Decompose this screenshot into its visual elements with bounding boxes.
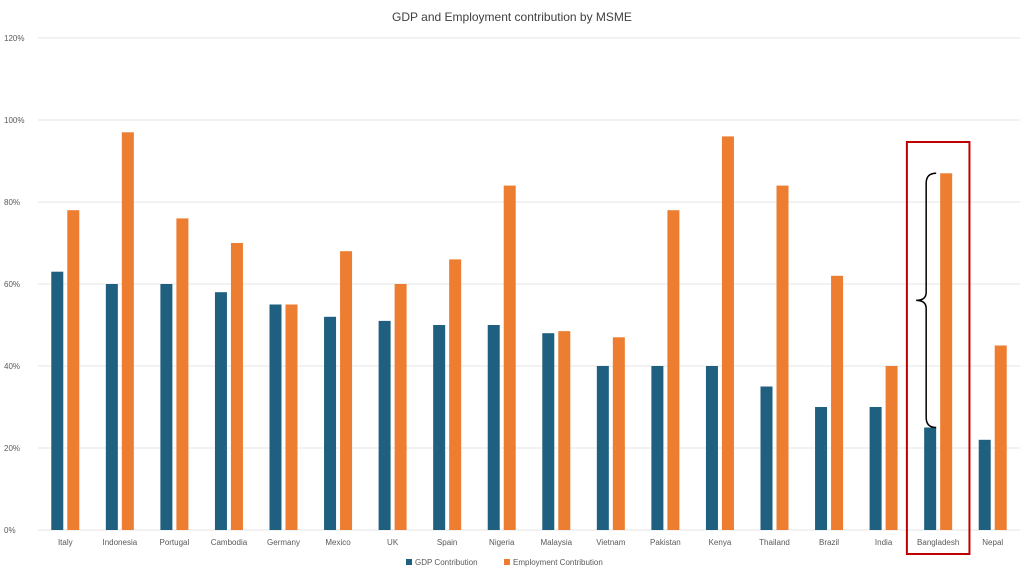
bar-gdp-malaysia bbox=[542, 333, 555, 530]
bar-gdp-indonesia bbox=[105, 284, 118, 530]
bar-gdp-nepal bbox=[978, 439, 991, 530]
y-tick-label: 40% bbox=[4, 362, 20, 371]
annotations bbox=[905, 141, 971, 555]
x-category-label: UK bbox=[387, 538, 399, 547]
bar-employment-italy bbox=[67, 210, 80, 530]
legend-swatch-gdp bbox=[406, 559, 412, 565]
x-category-label: Malaysia bbox=[540, 538, 572, 547]
highlight-box bbox=[905, 141, 971, 555]
bar-employment-brazil bbox=[831, 275, 844, 530]
y-tick-label: 60% bbox=[4, 280, 20, 289]
x-category-label: Cambodia bbox=[211, 538, 248, 547]
curly-brace bbox=[916, 172, 937, 429]
bar-gdp-cambodia bbox=[214, 292, 227, 530]
bar-employment-india bbox=[885, 366, 898, 530]
legend: GDP Contribution Employment Contribution bbox=[406, 558, 603, 567]
bar-employment-pakistan bbox=[667, 210, 680, 530]
bar-employment-thailand bbox=[776, 185, 789, 530]
chart-title: GDP and Employment contribution by MSME bbox=[392, 10, 632, 24]
bar-employment-portugal bbox=[176, 218, 189, 530]
x-category-label: Nigeria bbox=[489, 538, 515, 547]
bar-employment-indonesia bbox=[121, 132, 134, 531]
legend-label-employment: Employment Contribution bbox=[513, 558, 603, 567]
bar-employment-malaysia bbox=[558, 331, 571, 530]
legend-label-gdp: GDP Contribution bbox=[415, 558, 478, 567]
bar-gdp-mexico bbox=[324, 316, 337, 530]
x-category-label: Nepal bbox=[982, 538, 1003, 547]
bar-employment-germany bbox=[285, 304, 298, 530]
bar-gdp-kenya bbox=[705, 366, 718, 530]
bars bbox=[51, 132, 1007, 531]
x-axis-categories: Italy Indonesia Portugal Cambodia Germany Mex… bbox=[58, 538, 1003, 547]
x-category-label: Brazil bbox=[819, 538, 839, 547]
bar-gdp-india bbox=[869, 407, 882, 530]
legend-swatch-employment bbox=[504, 559, 510, 565]
bar-employment-mexico bbox=[340, 251, 353, 530]
x-category-label: Kenya bbox=[709, 538, 732, 547]
x-category-label: Spain bbox=[437, 538, 457, 547]
x-category-label: India bbox=[875, 538, 893, 547]
bar-employment-kenya bbox=[721, 136, 734, 530]
bar-gdp-bangladesh bbox=[924, 427, 937, 530]
y-tick-label: 120% bbox=[4, 34, 24, 43]
bar-gdp-brazil bbox=[815, 407, 828, 530]
bar-employment-nigeria bbox=[503, 185, 516, 530]
bar-gdp-vietnam bbox=[596, 366, 609, 530]
x-category-label: Vietnam bbox=[596, 538, 626, 547]
bar-employment-uk bbox=[394, 284, 407, 530]
bar-gdp-italy bbox=[51, 271, 64, 530]
x-category-label: Pakistan bbox=[650, 538, 681, 547]
gridlines bbox=[38, 37, 1020, 531]
bar-employment-spain bbox=[449, 259, 462, 530]
y-tick-label: 100% bbox=[4, 116, 24, 125]
x-category-label: Indonesia bbox=[102, 538, 137, 547]
y-axis-ticks: 0% 20% 40% 60% 80% 100% 120% bbox=[4, 34, 24, 535]
x-category-label: Italy bbox=[58, 538, 73, 547]
y-tick-label: 80% bbox=[4, 198, 20, 207]
y-tick-label: 0% bbox=[4, 526, 16, 535]
bar-gdp-spain bbox=[433, 325, 446, 530]
bar-employment-bangladesh bbox=[940, 173, 953, 531]
bar-employment-nepal bbox=[994, 345, 1007, 530]
bar-gdp-nigeria bbox=[487, 325, 500, 530]
bar-gdp-uk bbox=[378, 320, 391, 530]
x-category-label: Mexico bbox=[325, 538, 351, 547]
bar-gdp-thailand bbox=[760, 386, 773, 530]
bar-employment-cambodia bbox=[230, 243, 243, 530]
bar-gdp-pakistan bbox=[651, 366, 664, 530]
y-tick-label: 20% bbox=[4, 444, 20, 453]
bar-gdp-germany bbox=[269, 304, 282, 530]
x-category-label: Bangladesh bbox=[917, 538, 959, 547]
bar-employment-vietnam bbox=[612, 337, 625, 530]
bar-gdp-portugal bbox=[160, 284, 173, 530]
x-category-label: Thailand bbox=[759, 538, 790, 547]
x-category-label: Portugal bbox=[159, 538, 189, 547]
x-category-label: Germany bbox=[267, 538, 300, 547]
